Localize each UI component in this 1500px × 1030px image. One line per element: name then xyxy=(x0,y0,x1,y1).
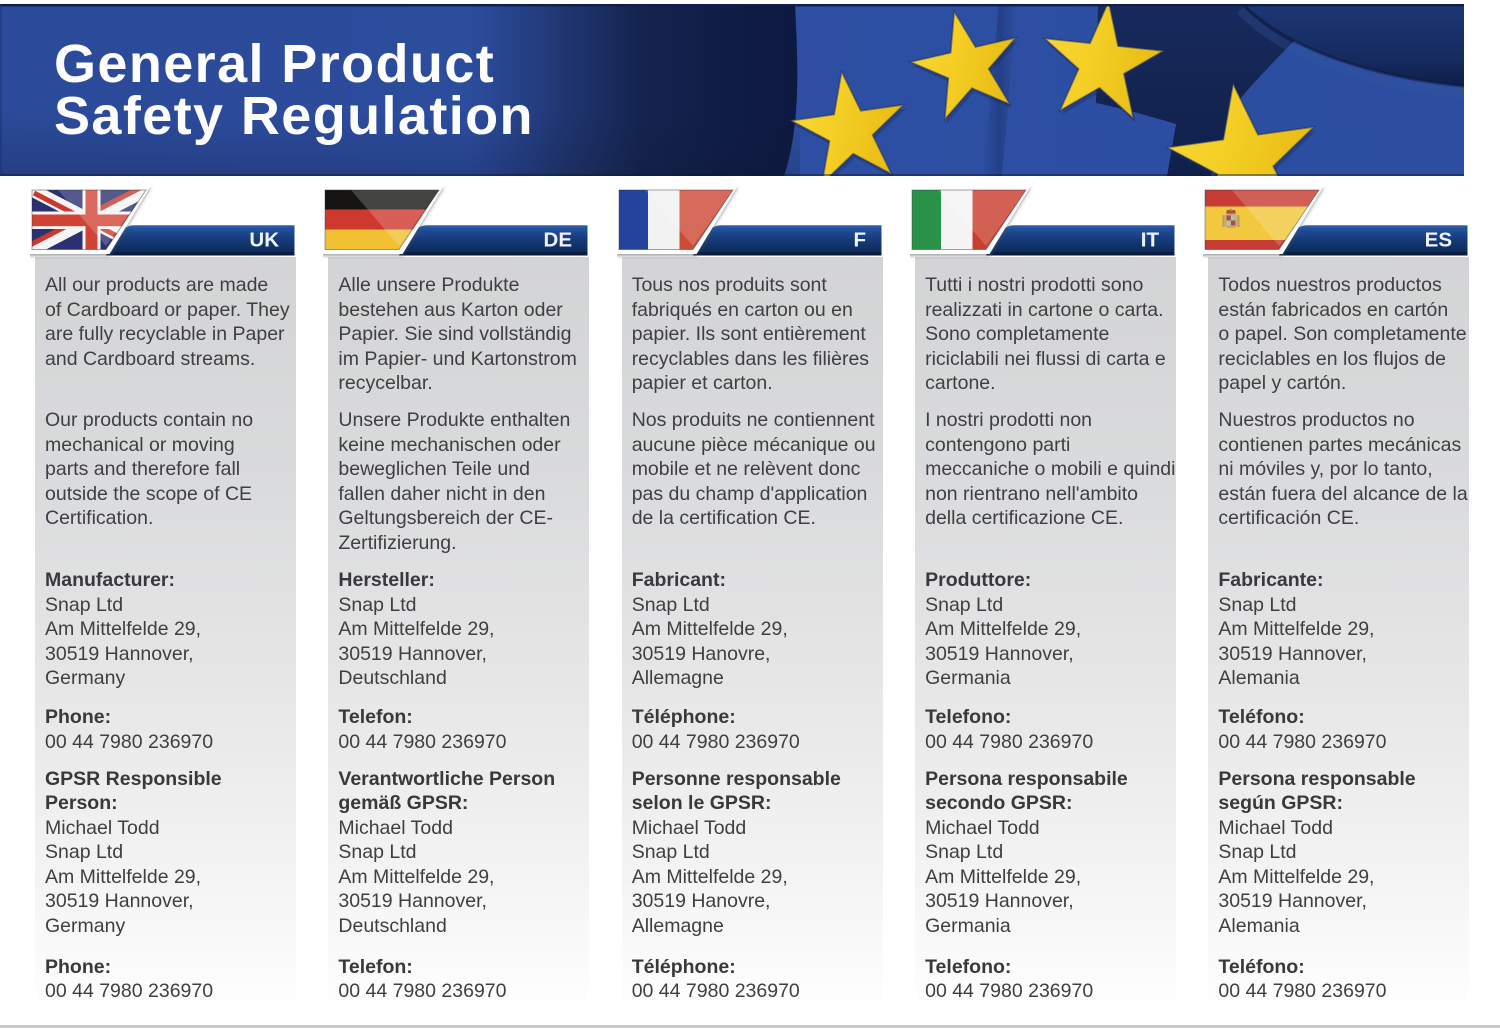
svg-text:F: F xyxy=(853,229,866,252)
svg-text:ES: ES xyxy=(1425,229,1452,252)
svg-text:DE: DE xyxy=(544,229,572,252)
svg-text:UK: UK xyxy=(249,229,279,252)
svg-text:IT: IT xyxy=(1141,229,1160,252)
